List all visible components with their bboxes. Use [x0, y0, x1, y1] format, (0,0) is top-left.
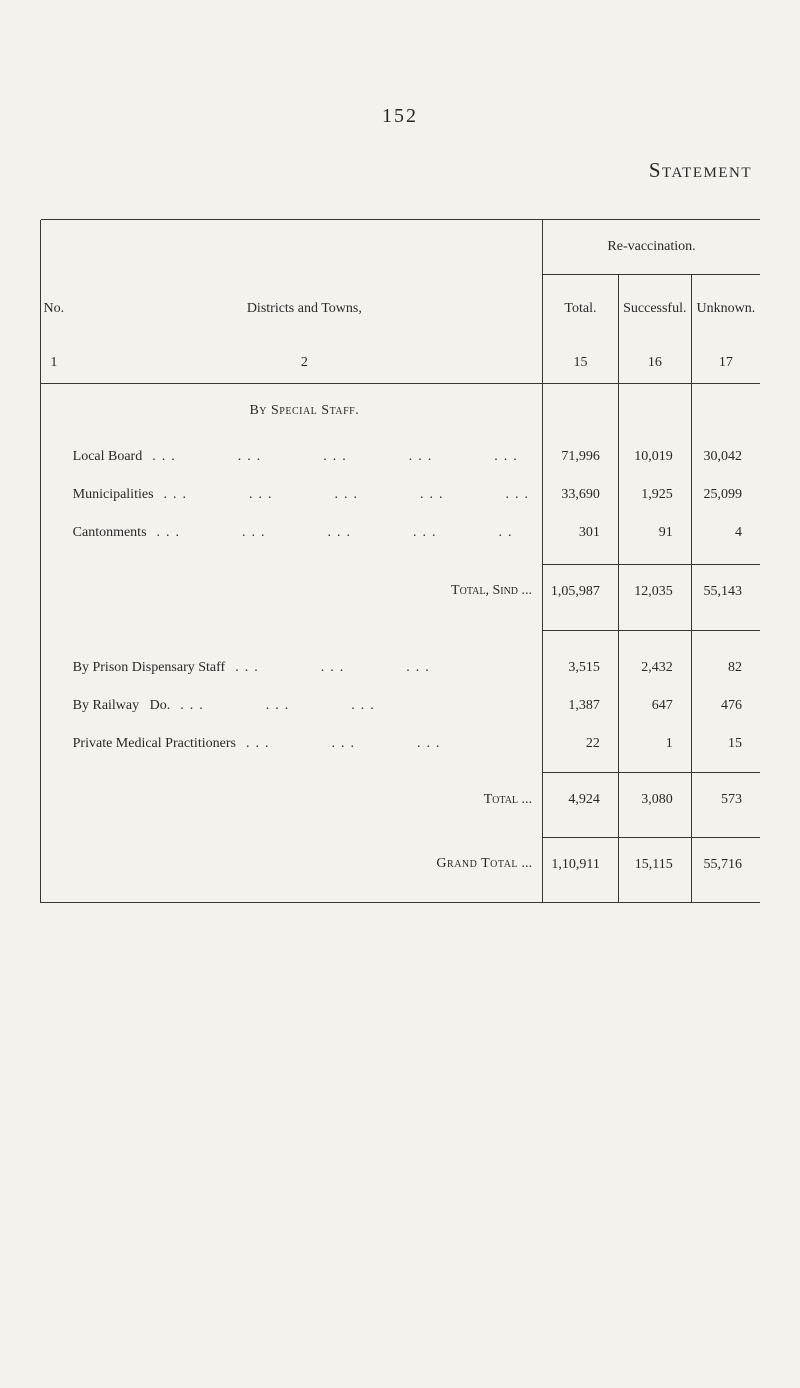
page-number: 152 [40, 0, 760, 128]
table-row: Private Medical Practitioners ... ... ..… [41, 725, 761, 763]
statement-table: Re-vaccination. No. Districts and Towns,… [40, 219, 760, 903]
colnum-1: 1 [41, 343, 67, 384]
cell-total: 3,515 [543, 649, 619, 687]
cell-successful: 91 [618, 514, 691, 552]
subtotal-unknown: 573 [691, 773, 760, 828]
row-label: Municipalities [73, 487, 154, 503]
leader-dots: ... ... ... [180, 698, 534, 714]
cell-unknown: 15 [691, 725, 760, 763]
header-revaccination: Re-vaccination. [543, 220, 760, 275]
leader-dots: ... ... ... ... ... [152, 449, 534, 465]
row-label-cell: By Railway Do. ... ... ... [67, 698, 542, 714]
cell-total: 22 [543, 725, 619, 763]
colnum-2: 2 [67, 343, 543, 384]
cell-unknown: 25,099 [691, 476, 760, 514]
header-districts: Districts and Towns, [67, 275, 543, 344]
cell-successful: 647 [618, 687, 691, 725]
page: 152 Statement Re-vaccination. No. Distri… [0, 0, 800, 1388]
subtotal-successful: 12,035 [618, 564, 691, 619]
table-row: By Railway Do. ... ... ... 1,387 647 476 [41, 687, 761, 725]
cell-successful: 1,925 [618, 476, 691, 514]
section-heading-1: By Special Staff. [67, 384, 543, 439]
subtotal-row: Total, Sind ... 1,05,987 12,035 55,143 [41, 564, 761, 619]
row-label-cell: Cantonments ... ... ... ... .. [67, 525, 542, 541]
grand-total-row: Grand Total ... 1,10,911 15,115 55,716 [41, 837, 761, 892]
cell-successful: 10,019 [618, 438, 691, 476]
row-label: Cantonments [73, 525, 147, 541]
cell-total: 1,387 [543, 687, 619, 725]
cell-successful: 1 [618, 725, 691, 763]
row-label: By Prison Dispensary Staff [73, 660, 226, 676]
row-label-cell: Local Board ... ... ... ... ... [67, 449, 542, 465]
cell-successful: 2,432 [618, 649, 691, 687]
leader-dots: ... ... ... ... ... [164, 487, 535, 503]
cell-total: 301 [543, 514, 619, 552]
cell-total: 71,996 [543, 438, 619, 476]
cell-unknown: 476 [691, 687, 760, 725]
colnum-15: 15 [543, 343, 619, 384]
header-no: No. [41, 275, 67, 344]
leader-dots: ... ... ... ... .. [157, 525, 535, 541]
table-row: Municipalities ... ... ... ... ... 33,69… [41, 476, 761, 514]
header-unknown: Unknown. [691, 275, 760, 344]
table-row: By Prison Dispensary Staff ... ... ... 3… [41, 649, 761, 687]
cell-unknown: 4 [691, 514, 760, 552]
leader-dots: ... ... ... [235, 660, 534, 676]
subtotal-label: Total, Sind [451, 583, 518, 598]
cell-unknown: 30,042 [691, 438, 760, 476]
leader-dots: ... ... ... [246, 736, 534, 752]
grand-successful: 15,115 [618, 837, 691, 892]
subtotal-total: 4,924 [543, 773, 619, 828]
table-row: Cantonments ... ... ... ... .. 301 91 4 [41, 514, 761, 552]
grand-unknown: 55,716 [691, 837, 760, 892]
subtotal-total: 1,05,987 [543, 564, 619, 619]
cell-total: 33,690 [543, 476, 619, 514]
subtotal-label: Total [484, 792, 518, 807]
header-total: Total. [543, 275, 619, 344]
cell-unknown: 82 [691, 649, 760, 687]
grand-total: 1,10,911 [543, 837, 619, 892]
colnum-17: 17 [691, 343, 760, 384]
subtotal-row: Total ... 4,924 3,080 573 [41, 773, 761, 828]
header-successful: Successful. [618, 275, 691, 344]
grand-total-label: Grand Total [436, 856, 518, 871]
leader-dots: ... [522, 583, 533, 598]
subtotal-unknown: 55,143 [691, 564, 760, 619]
leader-dots: ... [522, 792, 533, 807]
row-label: By Railway Do. [73, 698, 171, 714]
row-label-cell: Private Medical Practitioners ... ... ..… [67, 736, 542, 752]
row-label: Private Medical Practitioners [73, 736, 236, 752]
row-label: Local Board [73, 449, 143, 465]
row-label-cell: By Prison Dispensary Staff ... ... ... [67, 660, 542, 676]
table-row: Local Board ... ... ... ... ... 71,996 1… [41, 438, 761, 476]
row-label-cell: Municipalities ... ... ... ... ... [67, 487, 542, 503]
subtotal-successful: 3,080 [618, 773, 691, 828]
page-title: Statement [40, 158, 760, 183]
leader-dots: ... [522, 856, 533, 871]
colnum-16: 16 [618, 343, 691, 384]
